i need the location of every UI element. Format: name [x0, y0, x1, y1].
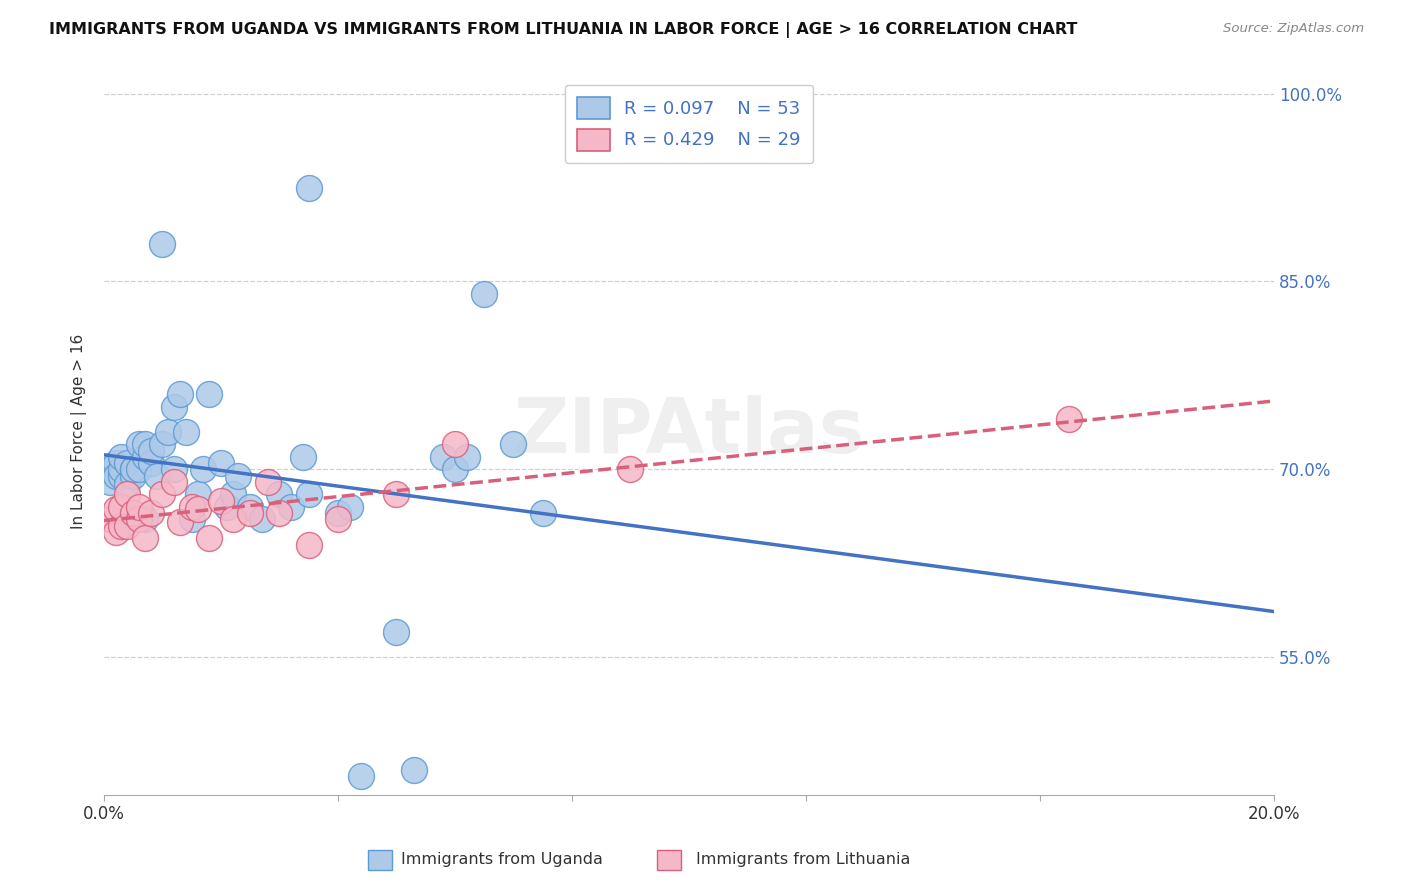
Point — [269, 506, 291, 520]
Point — [122, 506, 145, 520]
Point — [163, 400, 186, 414]
Point — [110, 500, 132, 514]
Point — [1057, 412, 1080, 426]
Point — [110, 518, 132, 533]
Point — [444, 437, 467, 451]
Point — [326, 506, 349, 520]
Point — [444, 462, 467, 476]
Point — [221, 487, 243, 501]
Point — [139, 443, 162, 458]
Point — [402, 763, 425, 777]
Point — [169, 515, 191, 529]
Point — [326, 512, 349, 526]
Point — [117, 477, 139, 491]
Point — [104, 456, 127, 470]
Point — [98, 462, 121, 476]
Point — [174, 425, 197, 439]
Text: Immigrants from Lithuania: Immigrants from Lithuania — [696, 852, 910, 867]
Point — [198, 387, 221, 401]
Point — [180, 512, 202, 526]
Point — [152, 437, 174, 451]
Point — [215, 500, 238, 514]
Point — [298, 180, 321, 194]
FancyBboxPatch shape — [368, 850, 392, 870]
Point — [98, 475, 121, 489]
Point — [139, 456, 162, 470]
Point — [198, 531, 221, 545]
Point — [339, 500, 361, 514]
Point — [239, 506, 262, 520]
Point — [239, 500, 262, 514]
Point — [104, 502, 127, 516]
Point — [128, 500, 150, 514]
Point — [122, 468, 145, 483]
Point — [619, 462, 641, 476]
Point — [250, 512, 273, 526]
Point — [110, 450, 132, 464]
Point — [163, 462, 186, 476]
Text: IMMIGRANTS FROM UGANDA VS IMMIGRANTS FROM LITHUANIA IN LABOR FORCE | AGE > 16 CO: IMMIGRANTS FROM UGANDA VS IMMIGRANTS FRO… — [49, 22, 1077, 38]
Text: Immigrants from Uganda: Immigrants from Uganda — [401, 852, 603, 867]
Point — [280, 500, 302, 514]
Point — [117, 487, 139, 501]
Text: Source: ZipAtlas.com: Source: ZipAtlas.com — [1223, 22, 1364, 36]
Point — [169, 387, 191, 401]
Point — [269, 487, 291, 501]
Point — [502, 437, 524, 451]
Text: ZIPAtlas: ZIPAtlas — [513, 395, 865, 469]
Point — [157, 425, 180, 439]
Point — [134, 512, 156, 526]
Legend: R = 0.097    N = 53, R = 0.429    N = 29: R = 0.097 N = 53, R = 0.429 N = 29 — [565, 85, 813, 163]
Point — [221, 512, 243, 526]
Point — [139, 506, 162, 520]
Point — [145, 468, 167, 483]
Point — [117, 456, 139, 470]
Point — [350, 769, 373, 783]
Point — [152, 487, 174, 501]
Point — [98, 512, 121, 526]
Point — [128, 462, 150, 476]
Point — [134, 531, 156, 545]
Point — [163, 475, 186, 489]
Point — [117, 518, 139, 533]
Point — [432, 450, 454, 464]
Point — [110, 468, 132, 483]
Point — [472, 287, 495, 301]
Point — [256, 475, 278, 489]
Point — [298, 537, 321, 551]
Point — [152, 236, 174, 251]
Point — [385, 625, 408, 640]
Point — [180, 500, 202, 514]
Point — [122, 462, 145, 476]
Point — [186, 487, 208, 501]
Point — [298, 487, 321, 501]
Point — [456, 450, 478, 464]
Point — [193, 462, 215, 476]
Point — [134, 437, 156, 451]
Y-axis label: In Labor Force | Age > 16: In Labor Force | Age > 16 — [72, 334, 87, 530]
Point — [104, 524, 127, 539]
Point — [228, 468, 250, 483]
Point — [209, 493, 232, 508]
Point — [128, 512, 150, 526]
FancyBboxPatch shape — [657, 850, 681, 870]
Point — [186, 502, 208, 516]
Point — [531, 506, 554, 520]
Point — [110, 462, 132, 476]
Point — [128, 437, 150, 451]
Point — [134, 450, 156, 464]
Point — [291, 450, 314, 464]
Point — [385, 487, 408, 501]
Point — [104, 468, 127, 483]
Point — [122, 462, 145, 476]
Point — [209, 456, 232, 470]
